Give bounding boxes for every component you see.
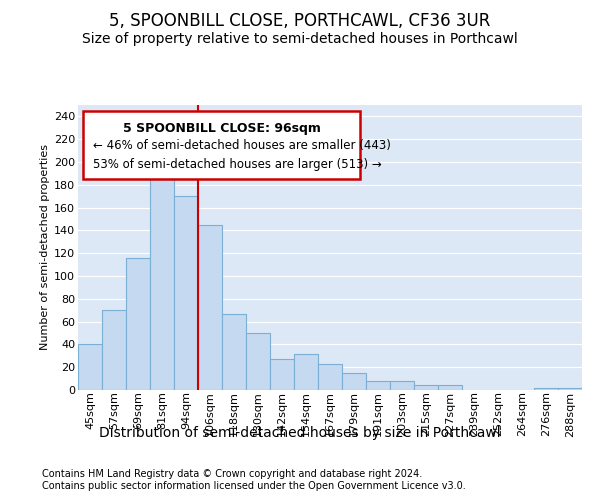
Bar xyxy=(438,386,462,390)
Bar xyxy=(270,359,294,390)
Text: Contains HM Land Registry data © Crown copyright and database right 2024.: Contains HM Land Registry data © Crown c… xyxy=(42,469,422,479)
Bar xyxy=(366,381,390,390)
Bar xyxy=(558,388,582,390)
Text: 5, SPOONBILL CLOSE, PORTHCAWL, CF36 3UR: 5, SPOONBILL CLOSE, PORTHCAWL, CF36 3UR xyxy=(109,12,491,30)
Bar xyxy=(342,373,366,390)
Text: Size of property relative to semi-detached houses in Porthcawl: Size of property relative to semi-detach… xyxy=(82,32,518,46)
Bar xyxy=(414,386,438,390)
FancyBboxPatch shape xyxy=(83,110,360,179)
Y-axis label: Number of semi-detached properties: Number of semi-detached properties xyxy=(40,144,50,350)
Bar xyxy=(198,224,222,390)
Bar xyxy=(318,364,342,390)
Bar xyxy=(150,164,174,390)
Bar xyxy=(174,196,198,390)
Text: Contains public sector information licensed under the Open Government Licence v3: Contains public sector information licen… xyxy=(42,481,466,491)
Bar xyxy=(246,333,270,390)
Bar xyxy=(222,314,246,390)
Bar xyxy=(126,258,150,390)
Text: 5 SPOONBILL CLOSE: 96sqm: 5 SPOONBILL CLOSE: 96sqm xyxy=(123,122,320,135)
Bar xyxy=(102,310,126,390)
Bar xyxy=(78,344,102,390)
Bar xyxy=(294,354,318,390)
Text: Distribution of semi-detached houses by size in Porthcawl: Distribution of semi-detached houses by … xyxy=(99,426,501,440)
Text: ← 46% of semi-detached houses are smaller (443): ← 46% of semi-detached houses are smalle… xyxy=(93,139,391,152)
Bar xyxy=(534,388,558,390)
Bar xyxy=(390,381,414,390)
Text: 53% of semi-detached houses are larger (513) →: 53% of semi-detached houses are larger (… xyxy=(93,158,382,170)
